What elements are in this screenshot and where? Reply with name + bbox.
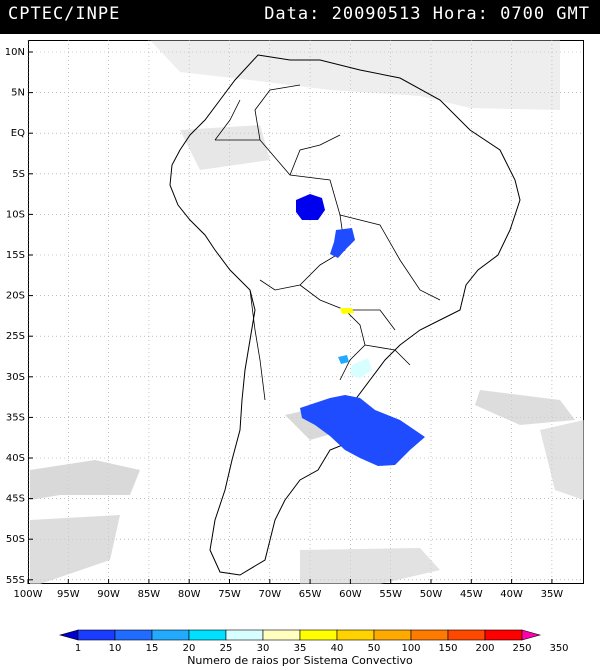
lat-label: 10N [5, 47, 25, 58]
colorbar-tick-label: 15 [146, 643, 159, 654]
colorbar-segment [299, 629, 338, 641]
cloud-north [150, 40, 560, 110]
lon-label: 85W [138, 589, 161, 600]
system-nw-brazil [296, 194, 325, 220]
cloud-southeast [540, 420, 584, 500]
system-mato-grosso [330, 228, 355, 258]
lon-label: 40W [500, 589, 523, 600]
convective-systems [296, 194, 425, 466]
lat-label: 50S [6, 534, 25, 545]
colorbar-tick-label: 10 [109, 643, 122, 654]
timestamp-label: Data: 20090513 Hora: 0700 GMT [264, 4, 590, 24]
colorbar-tick-label: 25 [220, 643, 233, 654]
colorbar-segment [114, 629, 153, 641]
colorbar-segment [188, 629, 227, 641]
colorbar-segment [484, 629, 523, 641]
system-ne-argentina [338, 355, 349, 364]
colorbar-tick-label: 20 [183, 643, 196, 654]
colorbar-segment [262, 629, 301, 641]
colorbar-tick-label: 100 [401, 643, 420, 654]
colorbar-tick-label: 350 [549, 643, 568, 654]
axis-labels: 10N 5N EQ 5S 10S 15S 20S 25S 30S 35S 40S 45S 50S 55S 1… [5, 47, 564, 600]
lon-label: 50W [420, 589, 443, 600]
colorbar-segment [447, 629, 486, 641]
system-paraguay [340, 308, 354, 314]
continent-outline [169, 54, 521, 576]
lat-label: 35S [6, 412, 25, 423]
source-label: CPTEC/INPE [8, 4, 121, 24]
colorbar-tick-label: 200 [475, 643, 494, 654]
colorbar-tick-label: 150 [438, 643, 457, 654]
lat-label: 40S [6, 453, 25, 464]
colorbar-segment [336, 629, 375, 641]
cloud-layer [30, 40, 584, 584]
lat-label: 10S [6, 209, 25, 220]
cloud-east-atlantic [475, 390, 575, 425]
colorbar-tick-label: 35 [294, 643, 307, 654]
lon-label: 75W [218, 589, 241, 600]
lat-label: 15S [6, 250, 25, 261]
colorbar-segment [373, 629, 412, 641]
colorbar: 1 10 15 20 25 30 35 40 50 100 150 200 250 350 [58, 629, 569, 654]
colorbar-segment [410, 629, 449, 641]
lat-label: 55S [6, 575, 25, 586]
cloud-south-atlantic [300, 548, 440, 584]
colorbar-tick-label: 1 [75, 643, 81, 654]
colorbar-arrow-right [521, 629, 542, 641]
lon-label: 80W [178, 589, 201, 600]
lon-label: 65W [299, 589, 322, 600]
lat-label: 30S [6, 372, 25, 383]
colorbar-segment [77, 629, 116, 641]
colorbar-tick-label: 30 [257, 643, 270, 654]
lon-label: 90W [97, 589, 120, 600]
colorbar-title: Numero de raios por Sistema Convectivo [187, 654, 413, 667]
cloud-southwest [30, 460, 140, 500]
colorbar-tick-label: 50 [368, 643, 381, 654]
lon-label: 100W [14, 589, 43, 600]
lat-label: EQ [11, 128, 25, 139]
lat-label: 20S [6, 291, 25, 302]
lat-label: 5N [11, 88, 25, 99]
colorbar-segment [225, 629, 264, 641]
lon-label: 35W [541, 589, 564, 600]
title-bar: CPTEC/INPE Data: 20090513 Hora: 0700 GMT [0, 0, 600, 34]
colorbar-segment [151, 629, 190, 641]
lat-label: 25S [6, 331, 25, 342]
colorbar-tick-label: 40 [331, 643, 344, 654]
lon-label: 70W [258, 589, 281, 600]
colorbar-tick-label: 250 [512, 643, 531, 654]
system-uruguay [350, 358, 372, 378]
lon-label: 95W [57, 589, 80, 600]
cloud-south-pacific [30, 515, 120, 584]
lon-label: 45W [460, 589, 483, 600]
lon-label: 60W [339, 589, 362, 600]
lon-label: 55W [379, 589, 402, 600]
system-rio-de-la-plata [300, 395, 425, 466]
lat-label: 45S [6, 494, 25, 505]
graticule [27, 40, 584, 584]
lat-label: 5S [12, 169, 25, 180]
cloud-amazon [180, 125, 270, 170]
colorbar-arrow-left [58, 629, 79, 641]
